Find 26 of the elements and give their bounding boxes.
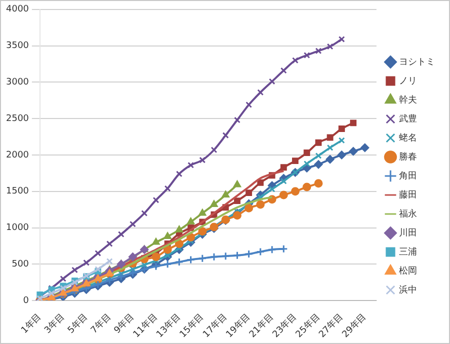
legend-label: 松岡 bbox=[399, 265, 417, 276]
y-tick-label: 3000 bbox=[6, 78, 30, 88]
legend-label: 浜中 bbox=[399, 284, 417, 296]
y-tick-label: 2000 bbox=[6, 150, 30, 160]
y-tick-label: 3500 bbox=[6, 41, 30, 52]
y-tick-label: 1500 bbox=[6, 186, 30, 197]
x-tick-label: 1年目 bbox=[19, 311, 44, 336]
legend-label: 川田 bbox=[399, 227, 417, 238]
legend-label: 藤田 bbox=[399, 189, 417, 200]
y-tick-label: 1000 bbox=[6, 223, 30, 234]
y-tick-label: 0 bbox=[23, 296, 30, 306]
y-tick-label: 500 bbox=[12, 259, 30, 270]
legend-label: 三浦 bbox=[399, 246, 417, 258]
legend-label: 角田 bbox=[399, 170, 417, 182]
legend-label: ノリ bbox=[399, 76, 417, 86]
legend-label: 幹夫 bbox=[399, 94, 417, 106]
legend-label: 武豊 bbox=[399, 113, 417, 124]
x-tick-label: 3年目 bbox=[42, 311, 67, 336]
legend-label: 福永 bbox=[399, 208, 417, 220]
legend-label: 勝春 bbox=[399, 151, 417, 162]
legend-label: 蛯名 bbox=[399, 132, 417, 144]
legend-label: ヨシトミ bbox=[399, 57, 435, 68]
y-tick-label: 2500 bbox=[6, 114, 30, 124]
x-tick-label: 7年目 bbox=[88, 311, 114, 336]
y-tick-label: 4000 bbox=[6, 4, 30, 15]
x-tick-label: 5年目 bbox=[66, 311, 90, 336]
